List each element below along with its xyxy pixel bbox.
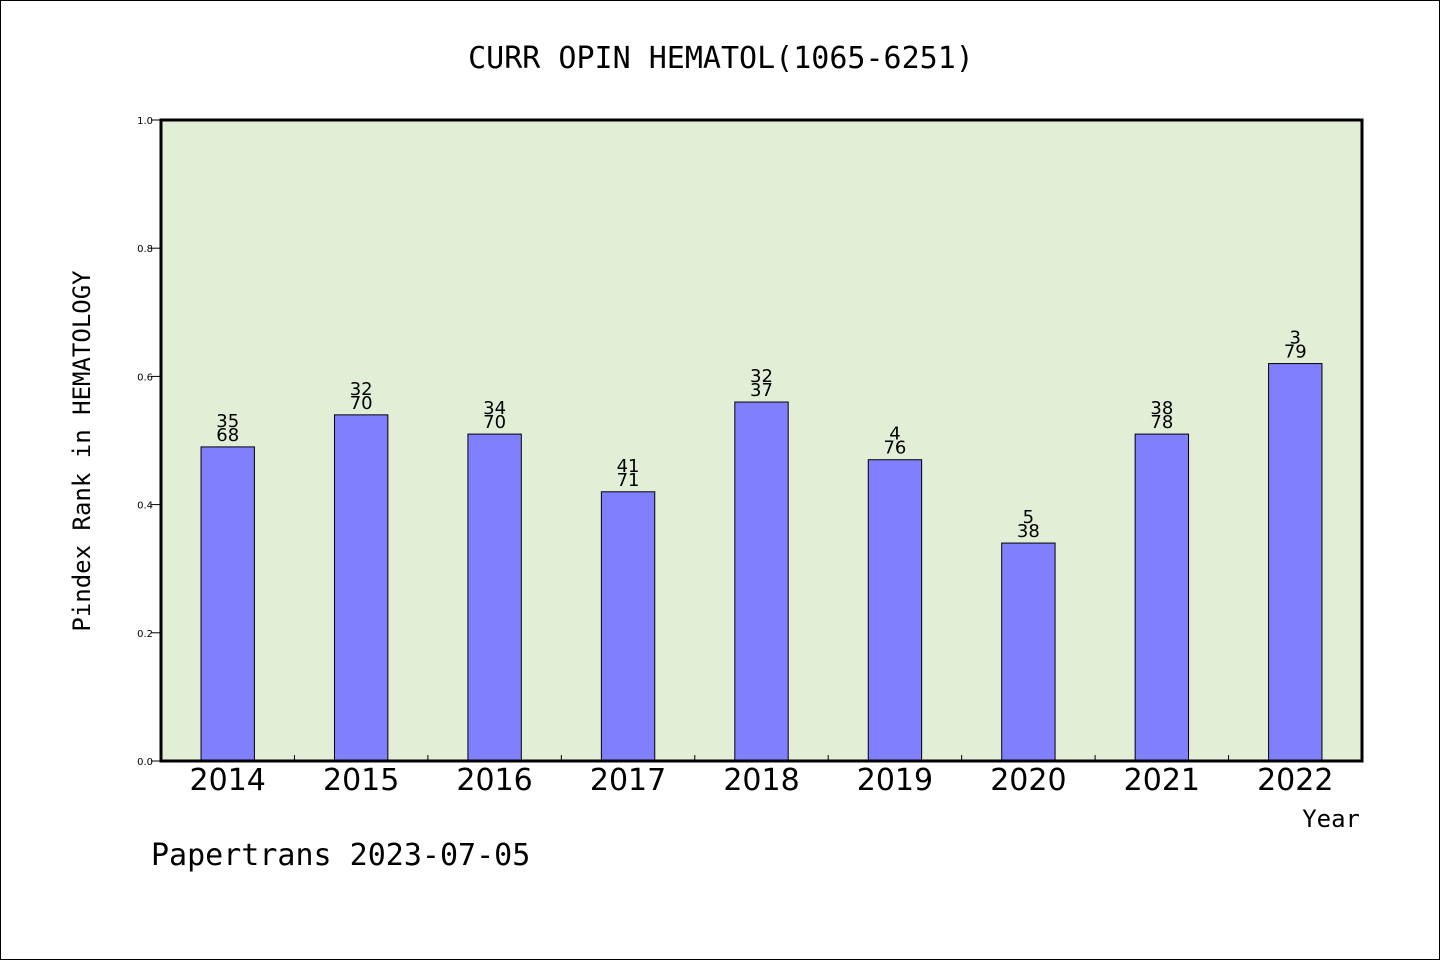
x-tick-label-2019: 2019 [857, 763, 933, 798]
total-label-2015: 70 [350, 393, 373, 414]
total-label-2020: 38 [1017, 521, 1040, 542]
y-tick-label: 0.6 [137, 372, 153, 383]
y-tick-label: 0.0 [137, 757, 153, 768]
y-tick-label: 0.8 [137, 244, 153, 255]
rank-label-2018: 32 [750, 366, 773, 387]
bars-layer [200, 363, 1323, 762]
bar-2020 [1001, 542, 1056, 762]
x-tick-label-2018: 2018 [723, 763, 799, 798]
footer-watermark: Papertrans 2023-07-05 [151, 838, 530, 873]
rank-label-2021: 38 [1150, 398, 1173, 419]
x-tick-label-2017: 2017 [590, 763, 666, 798]
bar-2019 [867, 459, 923, 762]
y-tick-label: 0.4 [137, 501, 153, 512]
plot-border [159, 118, 1364, 763]
y-tick-label: 1.0 [137, 116, 153, 127]
total-label-2019: 76 [883, 438, 906, 459]
bar-2018 [734, 401, 789, 762]
total-label-2017: 71 [617, 470, 640, 491]
bar-2021 [1134, 433, 1190, 762]
rank-label-2019: 4 [889, 424, 900, 445]
x-tick-label-2015: 2015 [323, 763, 399, 798]
y-axis: 0.0 0.2 0.4 0.6 0.8 1.0 [137, 116, 161, 768]
chart-title: CURR OPIN HEMATOL(1065-6251) [468, 41, 974, 76]
x-tick-label-2014: 2014 [190, 763, 266, 798]
x-tick-label-2021: 2021 [1124, 763, 1200, 798]
bar-2017 [600, 491, 656, 762]
x-axis: 2014 2015 2016 2017 2018 2019 2020 2021 2022 [190, 755, 1333, 798]
x-tick-label-2016: 2016 [456, 763, 532, 798]
bar-2016 [467, 433, 522, 762]
bar-2022 [1268, 363, 1323, 762]
total-label-2022: 79 [1284, 342, 1307, 363]
total-label-2016: 70 [483, 412, 506, 433]
rank-label-2015: 32 [350, 379, 373, 400]
total-label-2021: 78 [1150, 412, 1173, 433]
rank-label-2020: 5 [1023, 507, 1034, 528]
rank-label-2014: 35 [216, 411, 239, 432]
total-label-2014: 68 [216, 425, 239, 446]
total-label-2018: 37 [750, 380, 773, 401]
bar-2015 [333, 414, 389, 762]
rank-label-2017: 41 [617, 456, 640, 477]
x-tick-label-2022: 2022 [1257, 763, 1333, 798]
y-axis-title: Pindex Rank in HEMATOLOGY [68, 270, 96, 632]
y-tick-label: 0.2 [137, 629, 153, 640]
x-axis-title: Year [1302, 805, 1360, 833]
rank-label-2022: 3 [1290, 328, 1301, 349]
bar-2014 [200, 446, 255, 762]
rank-label-2016: 34 [483, 398, 506, 419]
x-tick-label-2020: 2020 [990, 763, 1066, 798]
